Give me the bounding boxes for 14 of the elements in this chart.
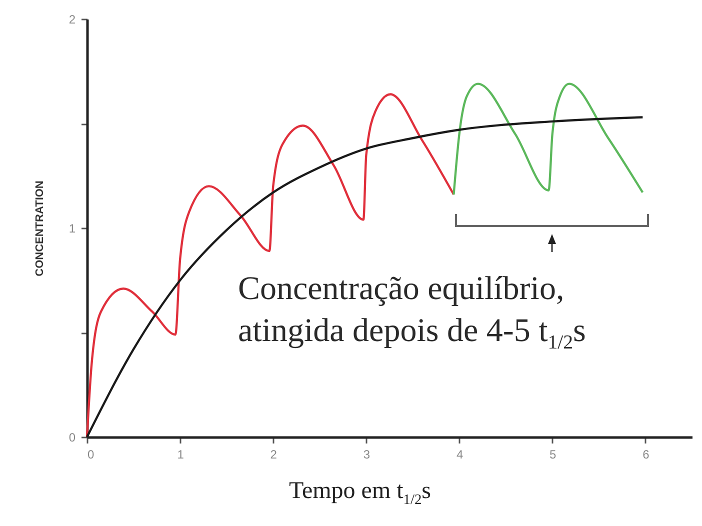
y-axis-title: CONCENTRATION <box>34 180 46 276</box>
x-tick-label: 2 <box>270 448 278 462</box>
x-tick-label: 5 <box>550 448 557 462</box>
x-tick-label: 6 <box>642 448 650 462</box>
x-tick-label: 3 <box>363 448 370 462</box>
line-series <box>452 82 644 196</box>
annotation: Concentração equilíbrio, atingida depois de 4-5 t$_{1/2}$s <box>238 270 587 356</box>
y-tick-label: 2 <box>68 12 76 26</box>
x-tick-label: 4 <box>456 448 464 462</box>
x-tick-label: 1 <box>177 448 184 462</box>
y-tick-label: 1 <box>68 222 76 236</box>
y-tick-label: 0 <box>68 430 76 444</box>
x-tick-label: 0 <box>88 448 94 462</box>
x-axis-title: Tempo em t$_{1/2}$s <box>288 478 432 509</box>
